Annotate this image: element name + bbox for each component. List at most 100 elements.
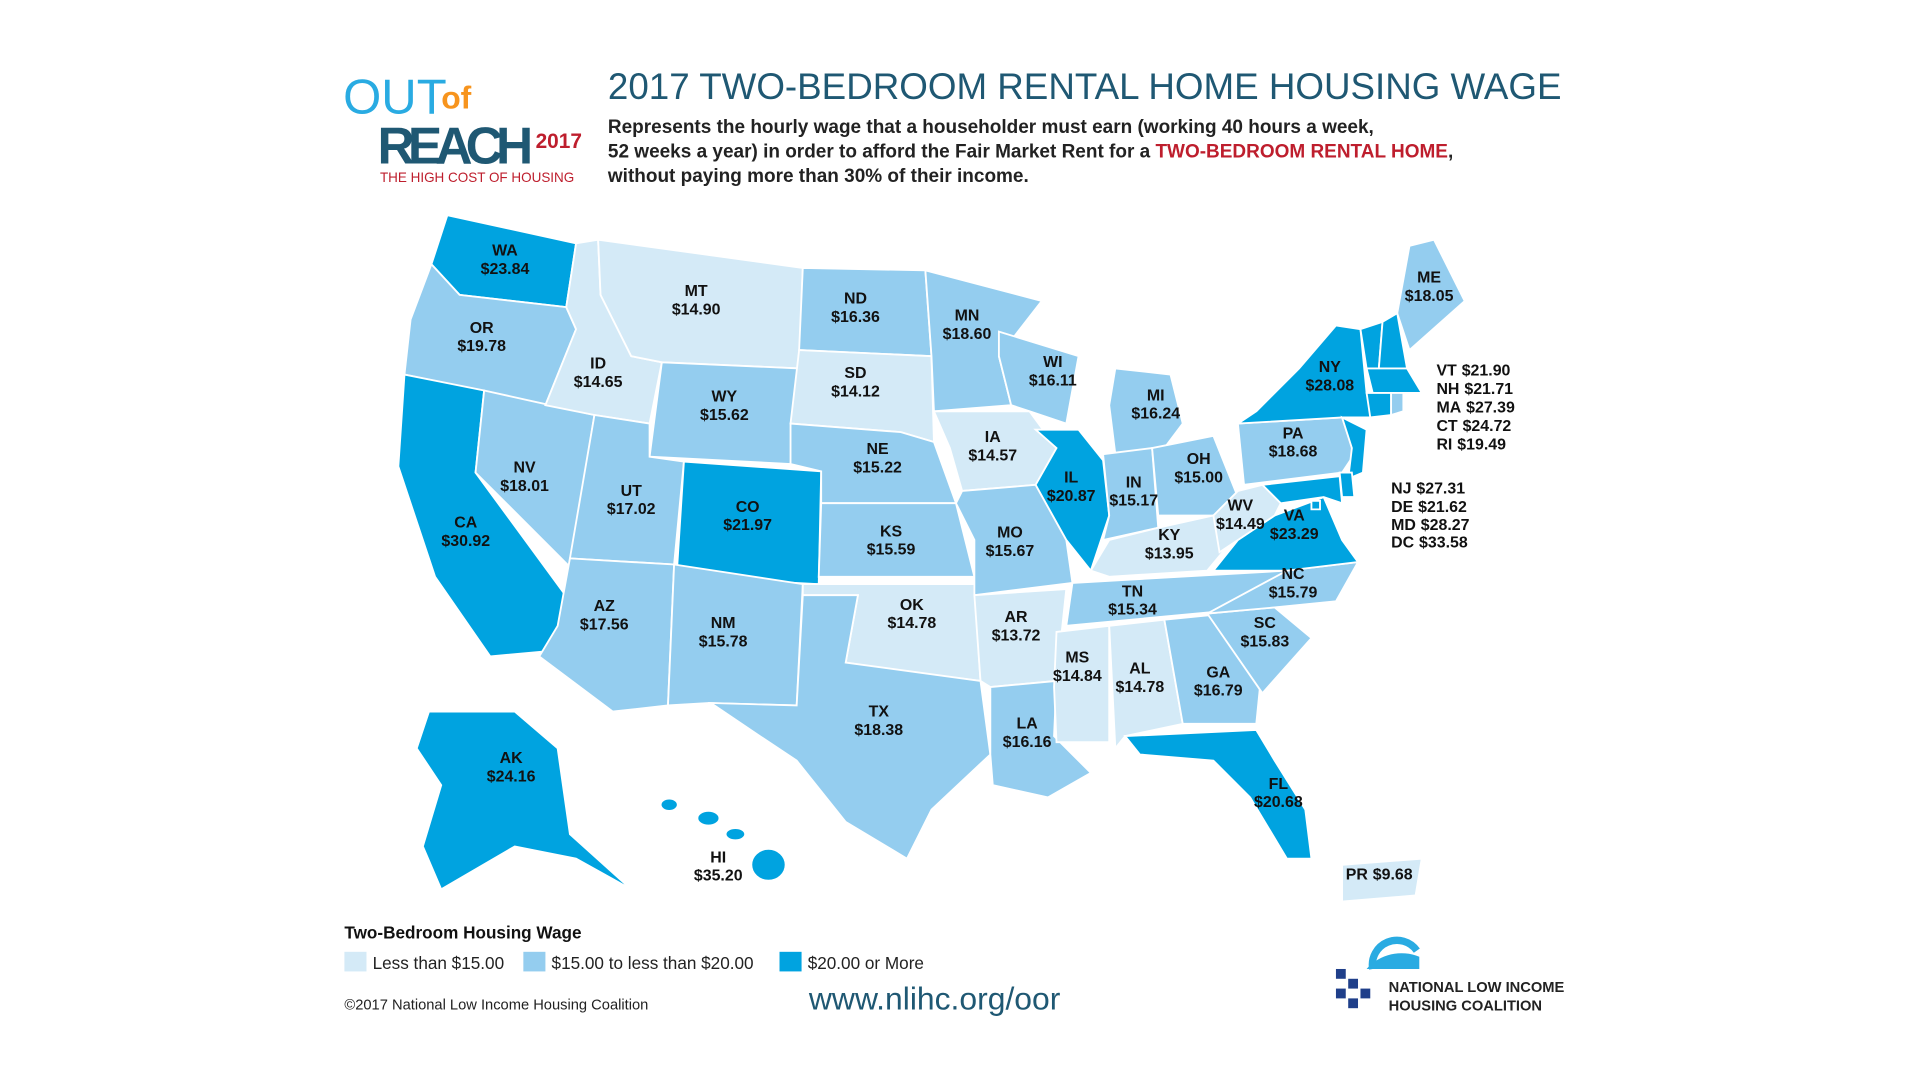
state-region [659,797,679,812]
state-abbr: IN [1126,474,1142,491]
state-label: MA $27.39 [1436,400,1515,417]
state-label: VT $21.90 [1436,363,1510,380]
state-abbr: MA [1436,400,1461,417]
state-wage: $15.67 [986,543,1035,560]
state-region [1310,499,1321,511]
state-wage: $24.72 [1463,418,1512,435]
state-abbr: CA [454,515,477,532]
subtitle: without paying more than 30% of their in… [607,166,1029,187]
legend-swatch [523,951,546,972]
state-region [1053,624,1111,744]
state-wage: $15.78 [699,634,748,651]
state-wage: $16.11 [1029,373,1077,390]
state-wage: $15.22 [853,460,902,477]
state-abbr: SD [844,365,866,382]
state-wage: $18.68 [1269,444,1318,461]
state-abbr: NE [866,441,888,458]
subtitle: Represents the hourly wage that a househ… [608,117,1374,138]
state-wage: $20.68 [1254,794,1303,811]
state-abbr: NJ [1391,480,1411,497]
state-wage: $18.01 [500,478,549,495]
state-abbr: TN [1122,583,1143,600]
state-abbr: VT [1436,363,1457,380]
state-abbr: OR [470,320,494,337]
org-logo: NATIONAL LOW INCOME HOUSING COALITION [1335,936,1565,1015]
state-wage: $14.49 [1216,516,1265,533]
logo-out: OUT [343,70,446,124]
state-abbr: NC [1282,566,1305,583]
state-wage: $15.79 [1269,585,1318,602]
state-abbr: TX [869,703,890,720]
state-region [1341,857,1423,903]
state-abbr: MD [1391,517,1416,534]
state-abbr: CT [1436,418,1457,435]
state-wage: $18.05 [1405,288,1454,305]
state-label: RI $19.49 [1436,436,1506,453]
state-wage: $18.38 [854,722,903,739]
state-wage: $15.34 [1108,602,1157,619]
state-region [696,809,721,827]
state-abbr: ME [1417,270,1441,287]
state-abbr: MI [1147,387,1165,404]
subtitle-highlight: TWO-BEDROOM RENTAL HOME [1155,142,1447,163]
state-wage: $21.90 [1462,363,1511,380]
org-name: NATIONAL LOW INCOME [1389,980,1565,996]
state-region [1390,392,1405,417]
state-abbr: WY [712,389,738,406]
state-region [1365,392,1393,419]
state-wage: $19.49 [1457,436,1506,453]
logo-reach: REACH [377,117,533,175]
state-wage: $16.36 [831,309,880,326]
state-wage: $30.92 [441,533,490,550]
map [397,214,1466,903]
state-wage: $23.29 [1270,526,1319,543]
state-wage: $16.79 [1194,683,1243,700]
state-wage: $14.57 [968,447,1017,464]
state-wage: $21.97 [723,517,772,534]
state-region [1340,415,1368,481]
state-abbr: MS [1065,650,1089,667]
state-region [750,847,787,882]
state-region [724,827,747,842]
state-wage: $13.72 [992,628,1041,645]
title: 2017 TWO-BEDROOM RENTAL HOME HOUSING WAG… [608,66,1562,107]
subtitle: 52 weeks a year) in order to afford the … [608,142,1453,163]
state-wage: $21.71 [1464,381,1513,398]
state-abbr: PR [1346,867,1369,884]
state-region [1206,560,1360,615]
logo-of: of [441,80,471,116]
state-abbr: LA [1016,716,1038,733]
state-wage: $18.60 [943,326,992,343]
state-wage: $14.65 [574,374,623,391]
state-label: PR $9.68 [1346,867,1413,884]
state-abbr: AK [500,750,523,767]
subtitle-text: 52 weeks a year) in order to afford the … [608,142,1156,163]
state-abbr: WI [1043,354,1062,371]
state-abbr: WA [492,243,518,260]
state-wage: $15.62 [700,407,749,424]
state-abbr: PA [1283,425,1304,442]
state-wage: $24.16 [487,768,536,785]
state-wage: $14.90 [672,301,721,318]
org-icon [1348,998,1359,1009]
state-abbr: DE [1391,499,1413,516]
state-label: CT $24.72 [1436,418,1511,435]
state-abbr: AR [1005,609,1028,626]
legend: Less than $15.00 $15.00 to less than $20.… [344,951,924,973]
legend-label: $15.00 to less than $20.00 [552,953,754,973]
state-abbr: WV [1228,498,1254,515]
org-name: HOUSING COALITION [1389,999,1542,1015]
legend-title: Two-Bedroom Housing Wage [344,922,581,942]
state-wage: $14.78 [1115,679,1164,696]
state-label: DC $33.58 [1391,534,1468,551]
state-region [538,557,676,713]
state-abbr: GA [1206,664,1230,681]
state-wage: $20.87 [1047,488,1096,505]
state-wage: $27.39 [1466,400,1515,417]
state-abbr: DC [1391,534,1414,551]
map-labels: WA$23.84 OR$19.78 CA$30.92 NV$18.01 ID $14.65… [441,243,1515,885]
state-wage: $14.12 [831,384,880,401]
state-region [415,710,632,891]
state-region [1123,729,1313,860]
